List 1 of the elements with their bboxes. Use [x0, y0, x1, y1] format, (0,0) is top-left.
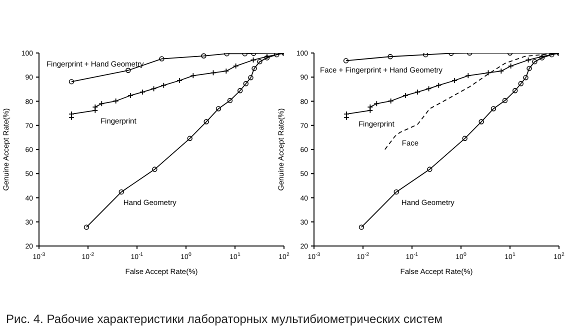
- text: Рис. 4. Рабочие характеристики лабораторных мультибиометрических систем: [6, 312, 442, 326]
